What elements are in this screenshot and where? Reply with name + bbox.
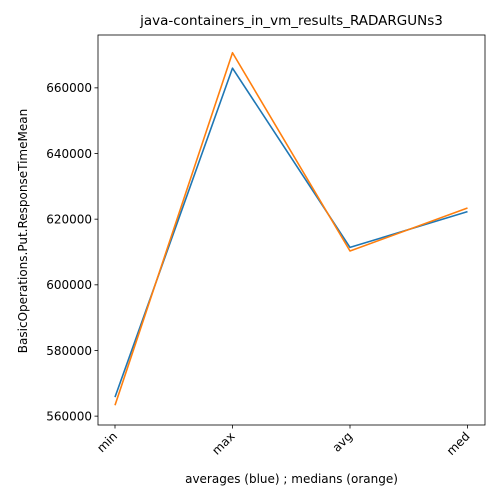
x-axis-label: averages (blue) ; medians (orange) (185, 472, 398, 486)
y-tick-label: 660000 (46, 81, 92, 95)
y-tick-label: 640000 (46, 147, 92, 161)
series-line-2 (114, 51, 468, 406)
chart-title: java-containers_in_vm_results_RADARGUNs3 (139, 13, 443, 29)
y-tick-label: 560000 (46, 409, 92, 423)
y-tick-label: 600000 (46, 278, 92, 292)
y-axis-label: BasicOperations.Put.ResponseTimeMean (16, 109, 30, 353)
y-tick-label: 620000 (46, 212, 92, 226)
plot-frame (97, 34, 486, 426)
y-tick-label: 580000 (46, 344, 92, 358)
